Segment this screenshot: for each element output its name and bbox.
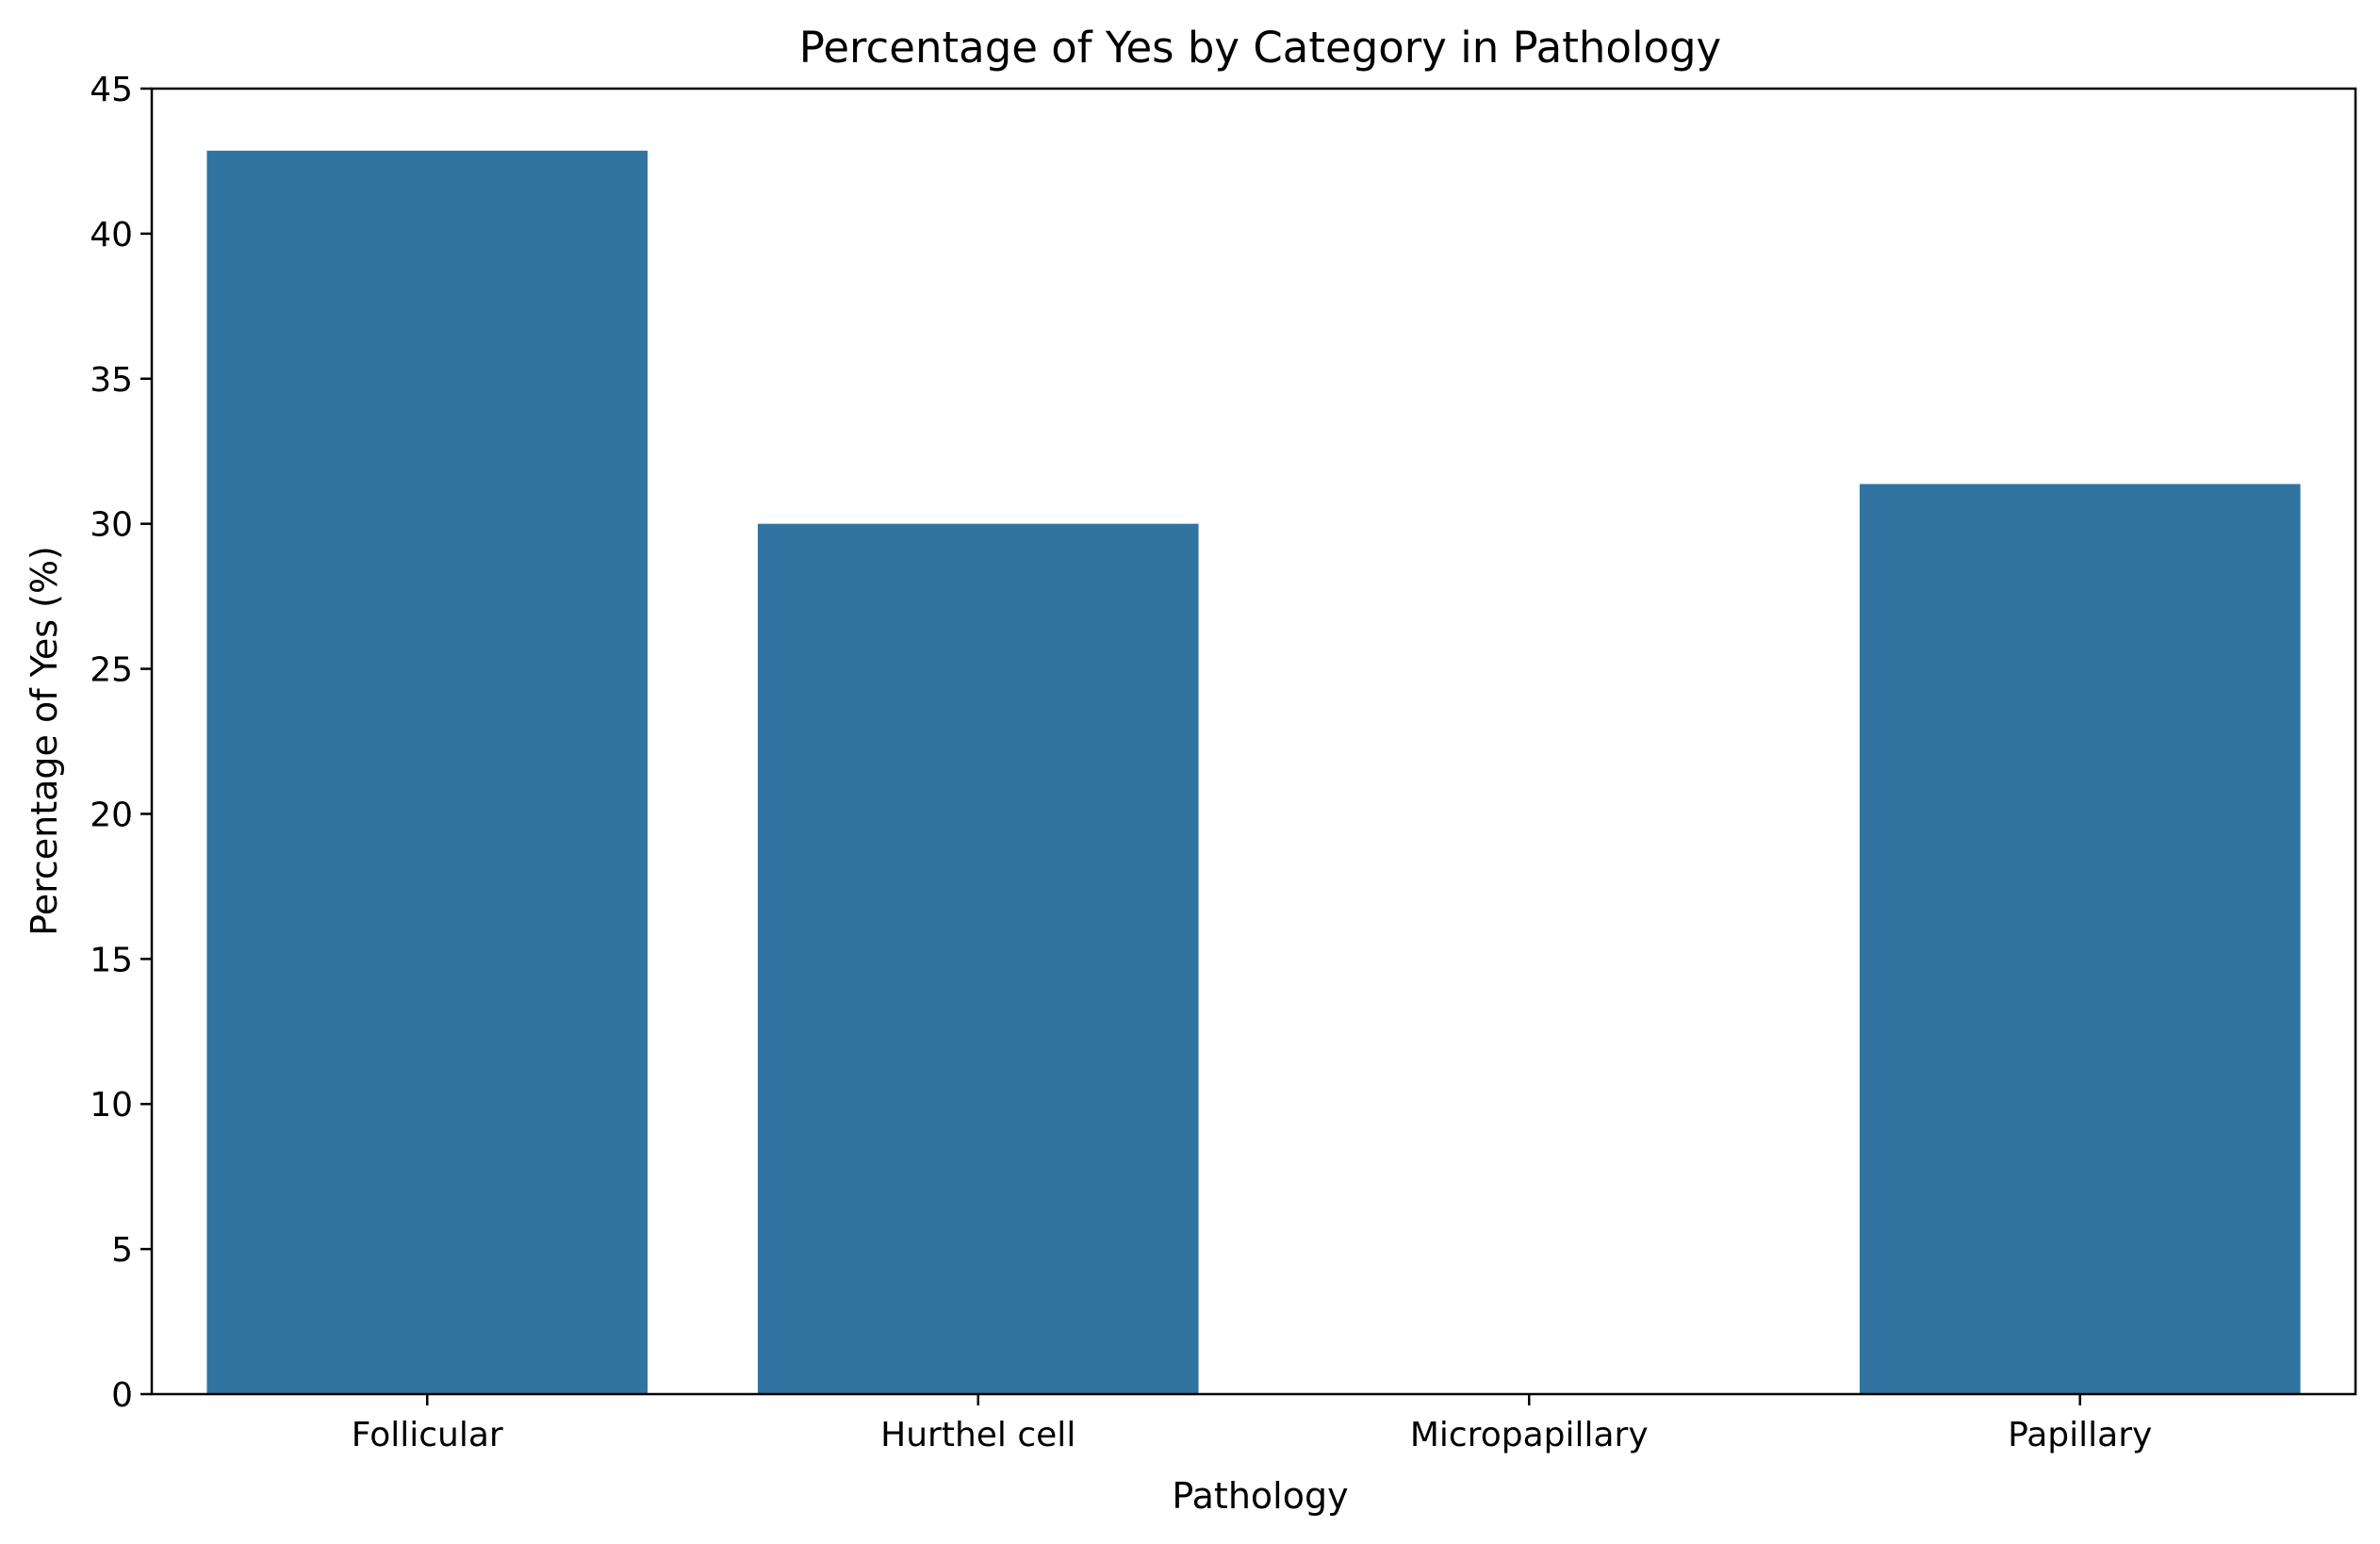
bar-follicular <box>206 150 648 1394</box>
x-tick-label: Micropapillary <box>1410 1416 1649 1454</box>
y-tick-label: 35 <box>90 361 133 400</box>
y-tick-label: 25 <box>90 651 133 690</box>
x-tick-label: Hurthel cell <box>880 1416 1075 1454</box>
y-tick-label: 30 <box>90 506 133 545</box>
y-axis-ticks: 0 5 10 15 20 25 30 35 40 45 <box>90 71 152 1415</box>
y-tick-label: 5 <box>111 1231 133 1270</box>
y-tick-label: 40 <box>90 216 133 255</box>
x-tick-label: Papillary <box>2008 1416 2152 1454</box>
bar-hurthel-cell <box>757 523 1199 1394</box>
x-axis-label: Pathology <box>1172 1475 1348 1517</box>
x-axis-ticks: Follicular Hurthel cell Micropapillary Papi… <box>352 1394 2152 1454</box>
y-tick-label: 10 <box>90 1086 133 1125</box>
y-tick-label: 20 <box>90 796 133 834</box>
bar-papillary <box>1859 484 2301 1394</box>
x-tick-label: Follicular <box>352 1416 503 1454</box>
y-tick-label: 0 <box>111 1376 133 1415</box>
y-axis-label: Percentage of Yes (%) <box>24 546 65 936</box>
y-tick-label: 45 <box>90 71 133 109</box>
bars-group <box>206 150 2301 1394</box>
plot-frame <box>150 87 2357 1396</box>
y-tick-label: 15 <box>90 941 133 979</box>
chart-title: Percentage of Yes by Category in Patholo… <box>799 23 1721 73</box>
